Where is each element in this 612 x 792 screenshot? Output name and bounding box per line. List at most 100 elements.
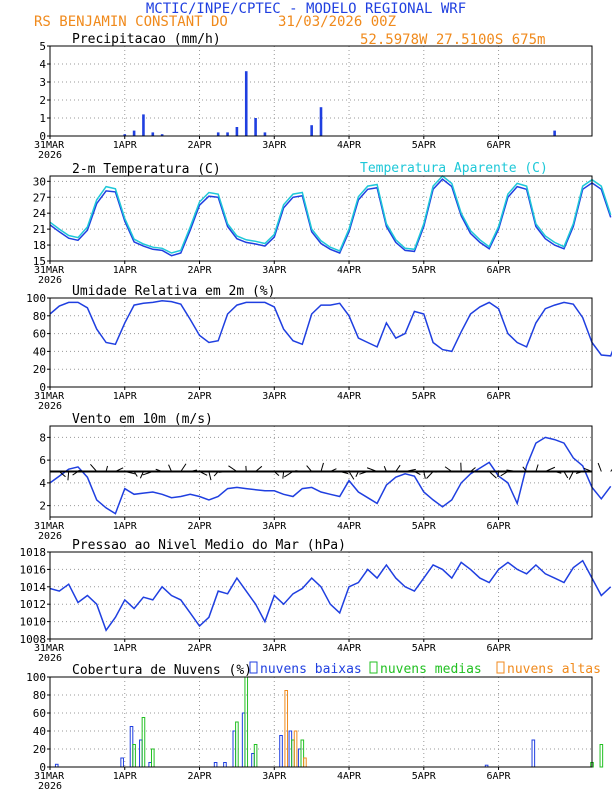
cloud-legend-label-orange: nuvens altas: [507, 662, 601, 677]
cloud-bar-blue: [120, 757, 124, 768]
x-tick-label-clouds: 3APR: [262, 771, 287, 782]
precip-bar: [151, 132, 155, 136]
panel-frame-precip: [49, 45, 593, 137]
x-tick-label-precip: 6APR: [487, 140, 512, 151]
x-tick-label-wind: 31MAR: [34, 521, 65, 532]
wind-barb: [597, 462, 602, 472]
panel-title-rh: Umidade Relativa em 2m (%): [72, 284, 276, 299]
cloud-bar-green: [253, 744, 258, 768]
x-tick-label-clouds: 31MAR: [34, 771, 65, 782]
precip-bar: [123, 134, 127, 136]
x-tick-label-pressure: 5APR: [412, 643, 437, 654]
y-tick-label-rh: 80: [33, 310, 46, 323]
precip-bar: [263, 132, 267, 136]
y-tick-label-precip: 4: [39, 58, 46, 71]
x-tick-label-temp: 3APR: [262, 265, 287, 276]
series-line-temp: [49, 178, 612, 257]
y-tick-label-precip: 0: [39, 130, 46, 143]
cloud-bar-green: [150, 748, 155, 768]
wind-barb: [228, 465, 238, 472]
cloud-bar-blue: [531, 739, 536, 768]
x-tick-year-temp: 2026: [38, 275, 62, 286]
wind-barb: [545, 466, 556, 472]
y-tick-label-pressure: 1012: [20, 598, 47, 611]
cloud-bar-green: [235, 721, 239, 768]
cloud-legend-swatch-blue: [249, 661, 258, 674]
cloud-bar-green: [132, 744, 136, 768]
wind-barb: [426, 471, 434, 479]
x-tick-label-precip: 4APR: [337, 140, 362, 151]
wind-barb: [414, 471, 421, 475]
wind-barb: [366, 467, 378, 472]
cloud-bar-blue: [223, 762, 227, 768]
precip-bar: [226, 132, 229, 136]
x-tick-label-temp: 2APR: [187, 265, 212, 276]
precip-bar: [142, 114, 145, 136]
x-tick-label-pressure: 1APR: [113, 643, 138, 654]
y-tick-label-temp: 15: [33, 255, 46, 268]
y-tick-label-clouds: 60: [33, 707, 46, 720]
series-line-rh: [49, 299, 612, 357]
cloud-bar-orange: [284, 690, 289, 768]
x-tick-label-precip: 2APR: [187, 140, 212, 151]
wind-barb: [142, 471, 153, 476]
y-tick-label-clouds: 40: [33, 725, 46, 738]
wind-barb: [339, 471, 349, 475]
panel-frame-clouds: [49, 676, 593, 768]
x-tick-label-clouds: 5APR: [412, 771, 437, 782]
x-tick-label-rh: 1APR: [113, 391, 138, 402]
wind-barb: [395, 464, 401, 472]
precip-bar: [310, 125, 313, 136]
station-location: 52.5978W 27.5100S 675m: [360, 32, 545, 48]
wind-barb: [255, 465, 263, 472]
x-tick-label-pressure: 4APR: [337, 643, 362, 654]
wind-barb: [383, 465, 387, 472]
precip-bar: [319, 107, 323, 136]
wind-barb: [218, 471, 228, 473]
run-datetime: 31/03/2026 00Z: [278, 14, 396, 30]
x-tick-label-pressure: 6APR: [487, 643, 512, 654]
x-tick-label-rh: 6APR: [487, 391, 512, 402]
wind-barb: [444, 466, 453, 472]
y-tick-label-pressure: 1016: [20, 563, 47, 576]
y-tick-label-rh: 40: [33, 345, 46, 358]
wind-barb: [568, 471, 574, 480]
y-tick-label-pressure: 1010: [20, 616, 47, 629]
x-tick-label-precip: 5APR: [412, 140, 437, 151]
cloud-bar-green: [244, 676, 249, 768]
wind-barb: [168, 464, 172, 472]
precip-bar: [244, 71, 248, 136]
wind-barb: [535, 464, 539, 472]
wind-barb: [497, 471, 500, 478]
wind-barb: [213, 471, 219, 477]
precip-bar: [216, 132, 220, 136]
precip-bar: [254, 118, 257, 136]
panel-frame-wind: [49, 425, 593, 518]
wind-barb: [139, 471, 144, 479]
y-tick-label-rh: 20: [33, 363, 46, 376]
x-tick-label-wind: 1APR: [113, 521, 138, 532]
y-tick-label-precip: 3: [39, 76, 46, 89]
x-tick-label-clouds: 1APR: [113, 771, 138, 782]
wind-barb: [105, 465, 109, 472]
cloud-bar-orange: [303, 757, 307, 768]
x-tick-label-rh: 2APR: [187, 391, 212, 402]
x-tick-label-rh: 31MAR: [34, 391, 65, 402]
x-tick-year-precip: 2026: [38, 150, 62, 161]
panel-frame-pressure: [49, 551, 593, 640]
wind-barb: [295, 470, 303, 472]
x-tick-label-wind: 2APR: [187, 521, 212, 532]
wind-barb: [124, 471, 136, 475]
x-tick-label-clouds: 4APR: [337, 771, 362, 782]
wind-barb: [488, 471, 497, 479]
wind-barb: [282, 471, 285, 479]
series-line-temp: [49, 174, 612, 254]
x-tick-label-pressure: 31MAR: [34, 643, 65, 654]
y-tick-label-wind: 8: [39, 431, 46, 444]
y-tick-label-clouds: 100: [26, 671, 46, 684]
panel-title-wind: Vento em 10m (m/s): [72, 412, 213, 427]
wind-barb: [190, 469, 198, 472]
y-tick-label-rh: 60: [33, 328, 46, 341]
